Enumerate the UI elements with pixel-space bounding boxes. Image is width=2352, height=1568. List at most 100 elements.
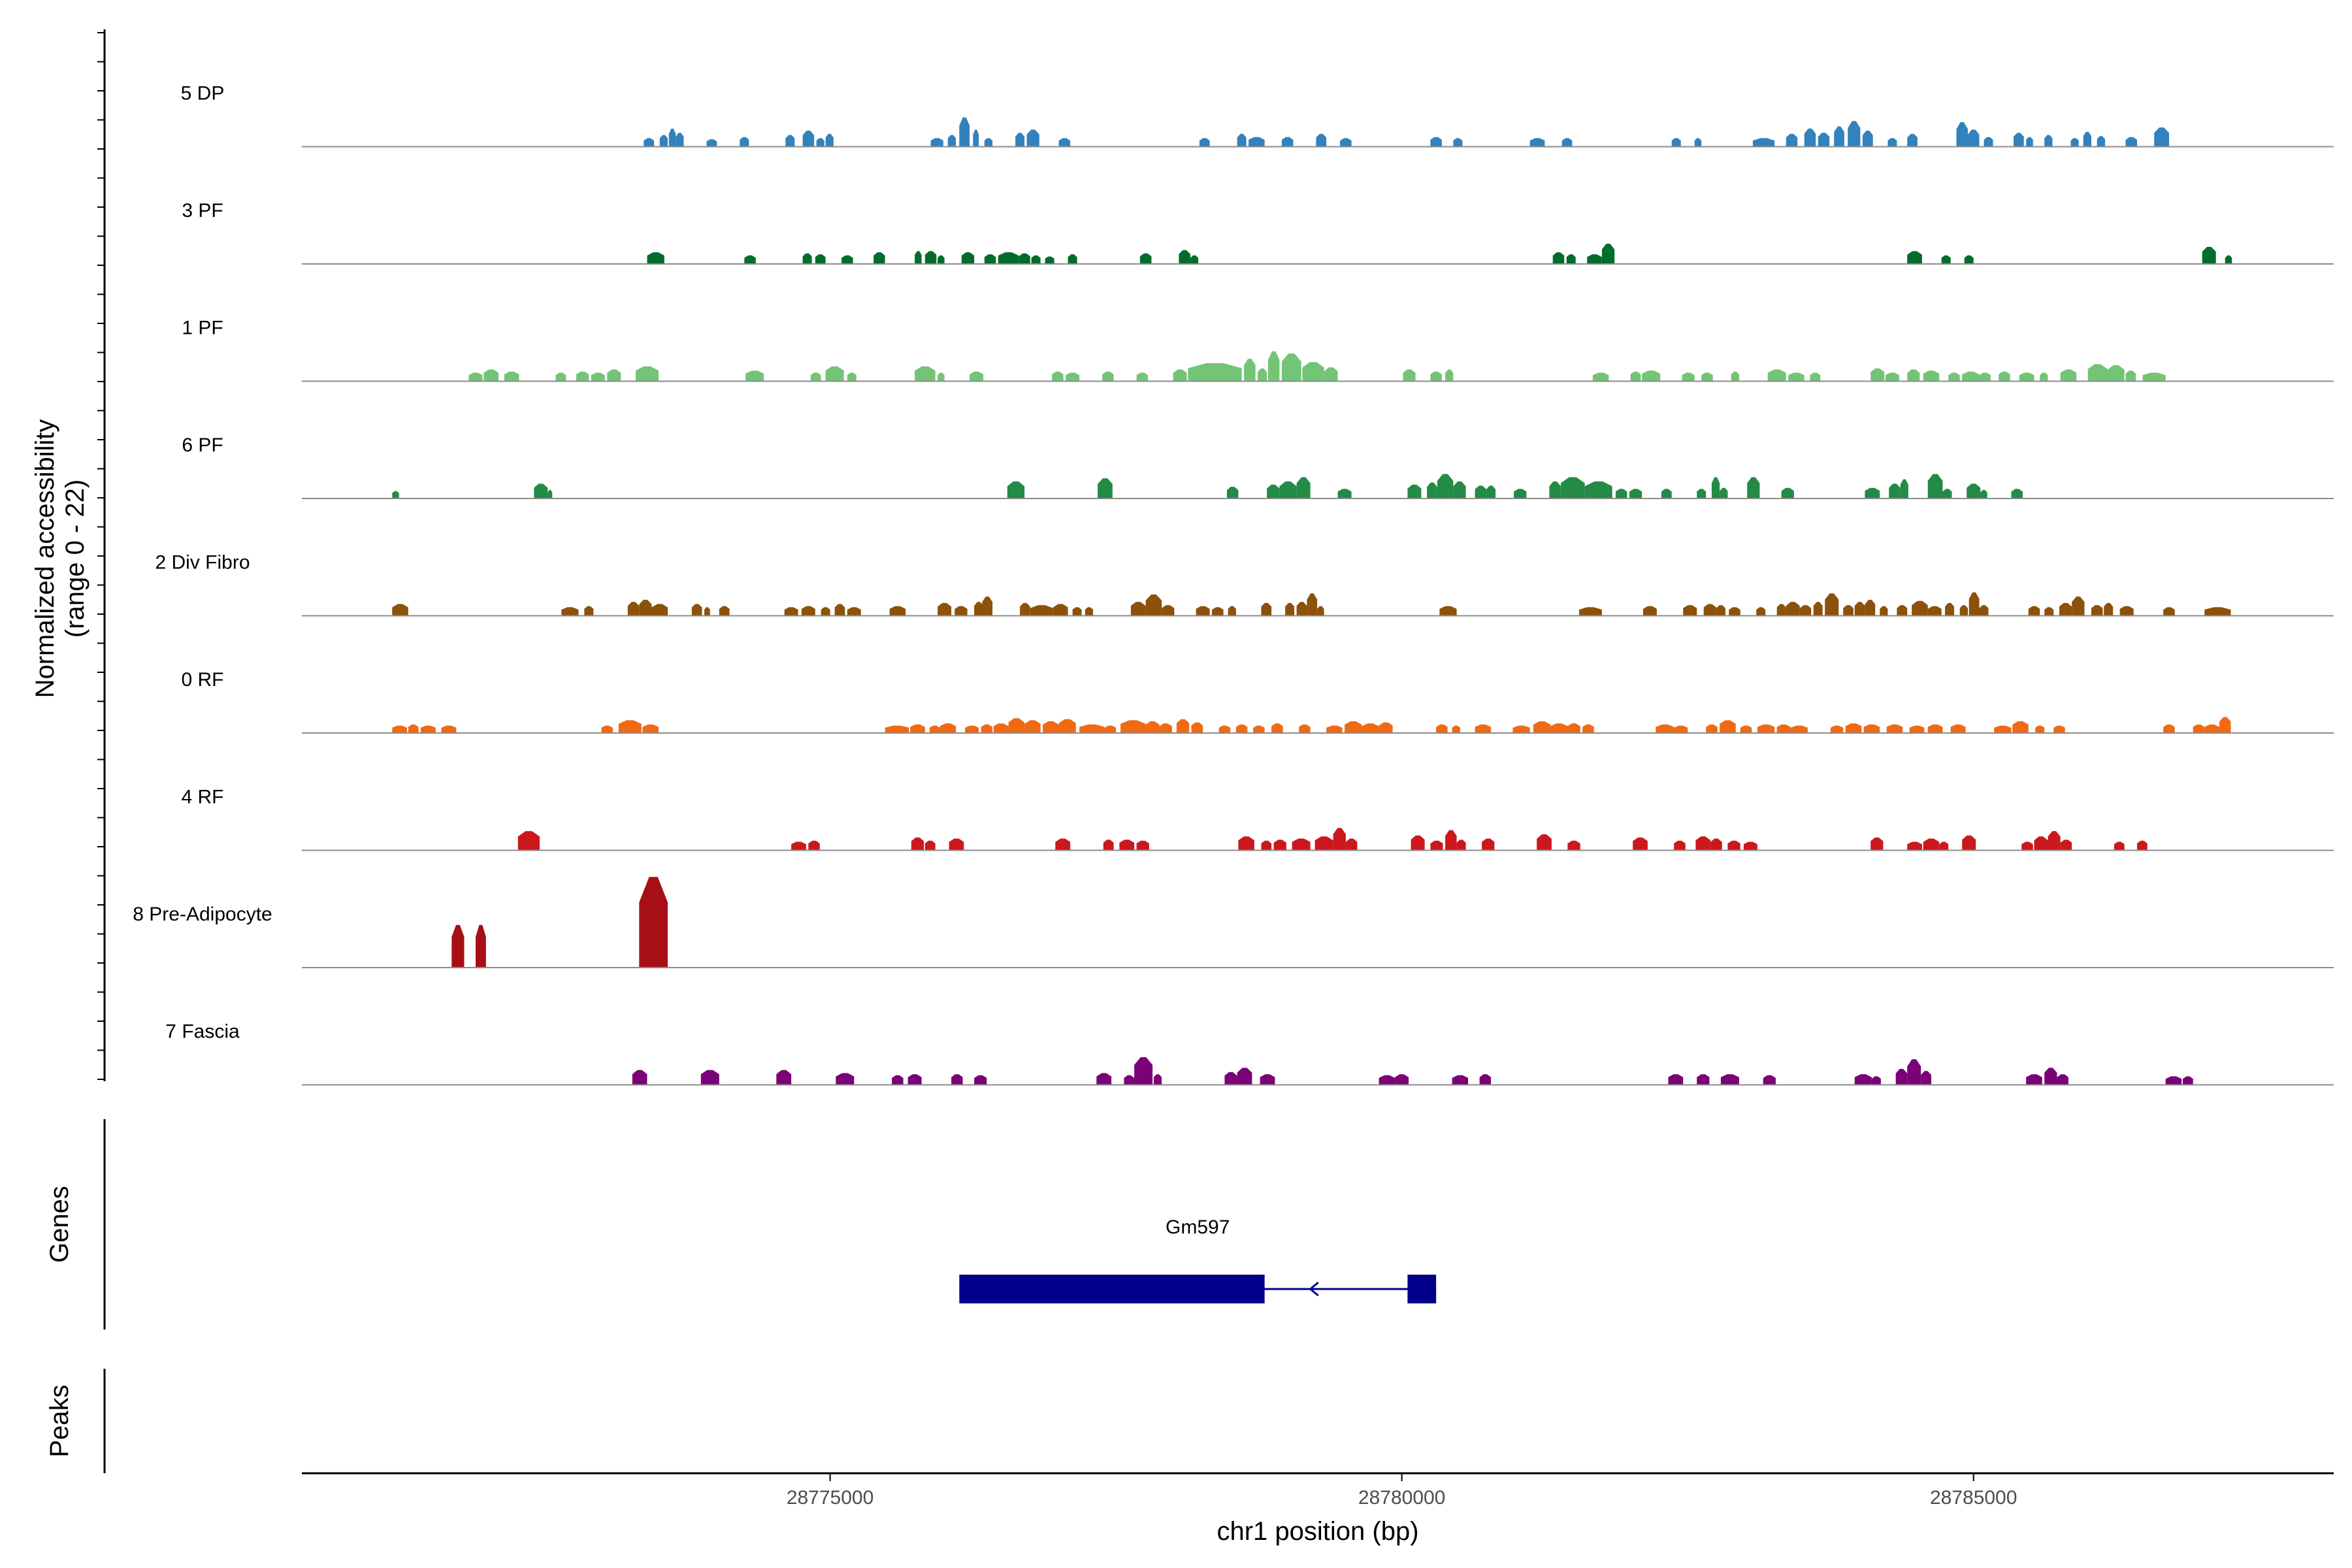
coverage-peak (1085, 607, 1094, 616)
coverage-peak (1136, 372, 1149, 382)
coverage-peak (1661, 489, 1672, 498)
coverage-peak (1720, 1074, 1739, 1085)
coverage-peak (776, 1070, 792, 1085)
coverage-peak (1235, 724, 1248, 733)
coverage-peak (1968, 129, 1980, 147)
coverage-peak (1601, 244, 1615, 264)
coverage-peak (451, 924, 465, 968)
coverage-peak (1979, 372, 1991, 382)
coverage-peak (534, 483, 548, 498)
track-7-fascia: 7 Fascia (165, 1021, 2334, 1086)
coverage-peak (392, 725, 407, 733)
coverage-peak (892, 1075, 904, 1085)
coverage-peak (1267, 351, 1280, 382)
y-axis-subtitle: (range 0 - 22) (61, 480, 90, 638)
genes-panel: Genes Gm597 (45, 1119, 1437, 1330)
coverage-peak (1218, 725, 1231, 733)
coverage-peak (874, 252, 885, 264)
coverage-peak (576, 371, 589, 382)
coverage-peak (1830, 725, 1844, 733)
coverage-peak (1228, 606, 1236, 616)
coverage-peak (517, 831, 540, 851)
coverage-peak (421, 725, 436, 733)
coverage-peak (1584, 481, 1612, 498)
coverage-peak (1711, 477, 1720, 498)
track-label: 7 Fascia (165, 1021, 240, 1043)
coverage-peak (1411, 835, 1425, 851)
coverage-peak (1066, 372, 1080, 382)
coverage-peak (1886, 724, 1903, 733)
coverage-peak (1537, 834, 1552, 851)
x-tick-label: 28775000 (787, 1487, 874, 1509)
coverage-peak (2154, 127, 2169, 147)
x-axis-title: chr1 position (bp) (1217, 1517, 1418, 1546)
coverage-peak (1818, 133, 1830, 147)
coverage-peak (2219, 717, 2231, 733)
coverage-peak (1964, 255, 1974, 264)
coverage-peak (1237, 1068, 1252, 1085)
coverage-peak (636, 366, 659, 382)
coverage-peak (2019, 372, 2034, 382)
coverage-peak (825, 366, 844, 382)
coverage-peak (584, 606, 594, 616)
coverage-peak (2193, 724, 2205, 733)
coverage-peak (2044, 135, 2053, 147)
coverage-peak (1299, 724, 1311, 733)
coverage-peak (2053, 725, 2065, 733)
coverage-peak (802, 131, 815, 147)
coverage-peak (1134, 1057, 1153, 1085)
coverage-peak (2044, 607, 2054, 616)
track-0-rf: 0 RF (181, 669, 2334, 734)
coverage-peak (1475, 485, 1487, 498)
coverage-peak (1843, 605, 1854, 616)
coverage-peak (1776, 604, 1786, 616)
coverage-peak (1199, 138, 1210, 147)
coverage-peak (2059, 602, 2072, 616)
coverage-peak (2044, 1068, 2057, 1085)
coverage-peak (2165, 1076, 2182, 1085)
coverage-peak (1436, 724, 1448, 733)
coverage-peak (1716, 605, 1725, 616)
coverage-peak (938, 255, 945, 264)
x-axis-ticks: 28775000 28780000 28785000 (787, 1473, 2017, 1509)
y-axis-title: Normalized accessibility (31, 419, 59, 698)
coverage-peak (1731, 371, 1739, 382)
coverage-peak (700, 1070, 719, 1085)
coverage-peak (1703, 604, 1716, 616)
coverage-peak (998, 252, 1019, 264)
coverage-peak (955, 606, 968, 616)
coverage-peak (785, 135, 795, 147)
coverage-peak (841, 255, 853, 264)
coverage-peak (1668, 1074, 1684, 1085)
coverage-peak (2104, 602, 2114, 616)
coverage-peak (1810, 372, 1821, 382)
coverage-peak (915, 366, 936, 382)
coverage-peak (1549, 481, 1561, 498)
coverage-peak (1862, 131, 1873, 147)
coverage-peak (801, 606, 815, 616)
coverage-peak (836, 1073, 855, 1085)
coverage-peak (627, 602, 640, 616)
coverage-peak (1865, 600, 1876, 616)
coverage-peak (1238, 836, 1254, 851)
coverage-peak (1340, 138, 1352, 147)
coverage-peak (973, 129, 979, 147)
coverage-peak (1927, 724, 1943, 733)
coverage-peak (1567, 723, 1580, 733)
coverage-peak (1514, 489, 1527, 498)
coverage-peak (1445, 369, 1454, 382)
gene-model: Gm597 (959, 1217, 1437, 1303)
coverage-peak (1900, 479, 1908, 498)
coverage-peak (1068, 254, 1077, 264)
track-label: 1 PF (182, 318, 223, 339)
coverage-peak (1701, 372, 1713, 382)
coverage-peak (1865, 487, 1880, 498)
coverage-peak (2183, 1076, 2193, 1085)
coverage-peak (1592, 372, 1609, 382)
coverage-peak (1694, 138, 1702, 147)
track-label: 5 DP (181, 83, 225, 105)
coverage-peak (981, 724, 993, 733)
coverage-peak (476, 924, 486, 968)
coverage-peak (1907, 841, 1922, 851)
